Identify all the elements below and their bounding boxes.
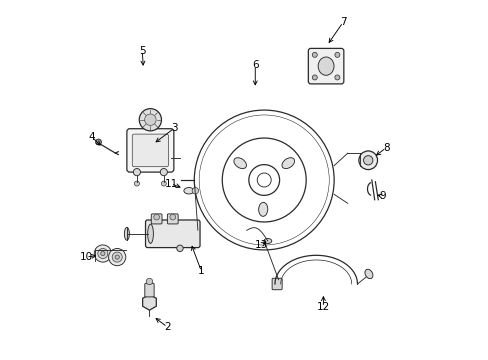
Polygon shape [142, 294, 156, 310]
FancyBboxPatch shape [145, 220, 200, 248]
Text: 4: 4 [89, 132, 95, 142]
Circle shape [108, 248, 125, 266]
FancyBboxPatch shape [132, 134, 168, 167]
Circle shape [363, 156, 372, 165]
Circle shape [192, 188, 198, 194]
Text: 6: 6 [251, 60, 258, 70]
Ellipse shape [233, 158, 246, 168]
FancyBboxPatch shape [271, 278, 282, 290]
Ellipse shape [264, 238, 271, 243]
Circle shape [312, 52, 317, 57]
Circle shape [169, 214, 175, 220]
Circle shape [153, 214, 159, 220]
Circle shape [334, 75, 339, 80]
Ellipse shape [364, 269, 372, 279]
Circle shape [98, 248, 108, 258]
Circle shape [161, 181, 166, 186]
Circle shape [358, 151, 377, 170]
FancyBboxPatch shape [308, 48, 343, 84]
Text: 7: 7 [339, 17, 346, 27]
Ellipse shape [282, 158, 294, 168]
Text: 9: 9 [379, 191, 385, 201]
Ellipse shape [258, 202, 267, 216]
Text: 8: 8 [382, 143, 388, 153]
Circle shape [94, 245, 111, 262]
Circle shape [146, 278, 152, 285]
FancyBboxPatch shape [151, 214, 162, 224]
Circle shape [133, 168, 140, 176]
Ellipse shape [318, 57, 333, 75]
Circle shape [176, 245, 183, 252]
Circle shape [134, 181, 139, 186]
Text: 2: 2 [164, 322, 170, 332]
Circle shape [112, 252, 122, 262]
Text: 5: 5 [139, 46, 145, 56]
Circle shape [334, 52, 339, 57]
Circle shape [96, 139, 101, 145]
Circle shape [115, 255, 119, 259]
Ellipse shape [183, 188, 194, 194]
Circle shape [144, 114, 156, 126]
Text: 12: 12 [316, 302, 329, 312]
FancyBboxPatch shape [144, 283, 154, 297]
Text: 3: 3 [171, 123, 178, 133]
Circle shape [139, 109, 161, 131]
FancyBboxPatch shape [126, 129, 174, 172]
FancyBboxPatch shape [167, 214, 178, 224]
Text: 10: 10 [79, 252, 92, 262]
Ellipse shape [147, 224, 153, 243]
Circle shape [101, 251, 105, 256]
Text: 1: 1 [198, 266, 204, 276]
Text: 13: 13 [255, 239, 268, 249]
Circle shape [312, 75, 317, 80]
Text: 11: 11 [164, 179, 177, 189]
Ellipse shape [124, 228, 129, 240]
Circle shape [160, 168, 167, 176]
